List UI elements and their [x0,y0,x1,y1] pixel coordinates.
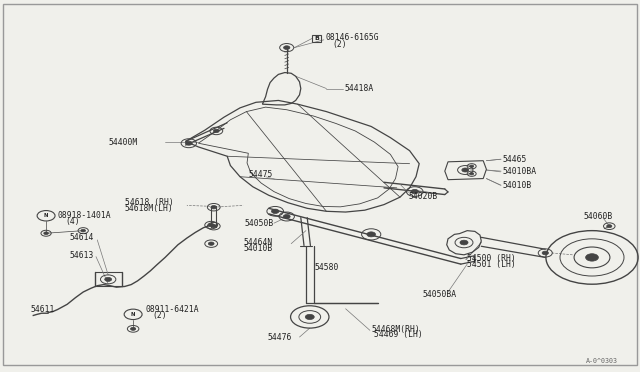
Text: N: N [44,213,49,218]
Text: 08911-6421A: 08911-6421A [146,305,200,314]
Text: 54475: 54475 [248,170,273,179]
Text: 54614: 54614 [69,233,93,242]
Circle shape [607,225,612,228]
Circle shape [284,215,290,218]
Text: 54050BA: 54050BA [422,290,456,299]
Circle shape [462,168,468,172]
Circle shape [105,278,111,281]
Circle shape [209,242,214,246]
Text: N: N [131,312,136,317]
Circle shape [367,232,376,237]
Circle shape [305,314,314,320]
Text: 54060B: 54060B [584,212,613,221]
Circle shape [470,173,474,175]
Circle shape [211,205,216,209]
Circle shape [411,189,419,194]
Text: A-0^0303: A-0^0303 [586,358,618,364]
Text: B: B [314,36,319,41]
Text: 54476: 54476 [268,333,292,342]
Circle shape [470,165,474,167]
Text: 08146-6165G: 08146-6165G [325,33,379,42]
Circle shape [284,46,290,49]
Text: 54010B: 54010B [243,244,273,253]
Text: 54464N: 54464N [243,238,273,247]
Text: 54050B: 54050B [244,219,274,228]
Text: 08918-1401A: 08918-1401A [58,211,111,220]
Text: 54010BA: 54010BA [502,167,536,176]
Circle shape [209,223,214,227]
Text: 54418A: 54418A [344,84,374,93]
Text: 54010B: 54010B [502,181,532,190]
Text: 54500 (RH): 54500 (RH) [467,254,516,263]
Text: 54618M(LH): 54618M(LH) [125,204,173,213]
Circle shape [542,251,548,255]
Text: 54501 (LH): 54501 (LH) [467,260,516,269]
Text: (4): (4) [65,217,80,226]
Circle shape [131,327,136,330]
Text: 54020B: 54020B [408,192,438,201]
Text: (2): (2) [152,311,167,320]
Circle shape [81,229,86,232]
Circle shape [211,224,216,228]
Text: 54611: 54611 [31,305,55,314]
Circle shape [214,129,219,132]
Circle shape [586,254,598,261]
Text: 54580: 54580 [315,263,339,272]
Circle shape [186,141,192,145]
Text: 54400M: 54400M [109,138,138,147]
Text: 54613: 54613 [69,251,93,260]
Text: 54465: 54465 [502,155,527,164]
Circle shape [44,232,49,235]
Circle shape [460,240,468,245]
Text: 54469 (LH): 54469 (LH) [374,330,423,339]
Circle shape [271,209,279,214]
Text: 54618 (RH): 54618 (RH) [125,198,173,207]
Text: 54468M(RH): 54468M(RH) [371,325,420,334]
Text: (2): (2) [333,40,348,49]
